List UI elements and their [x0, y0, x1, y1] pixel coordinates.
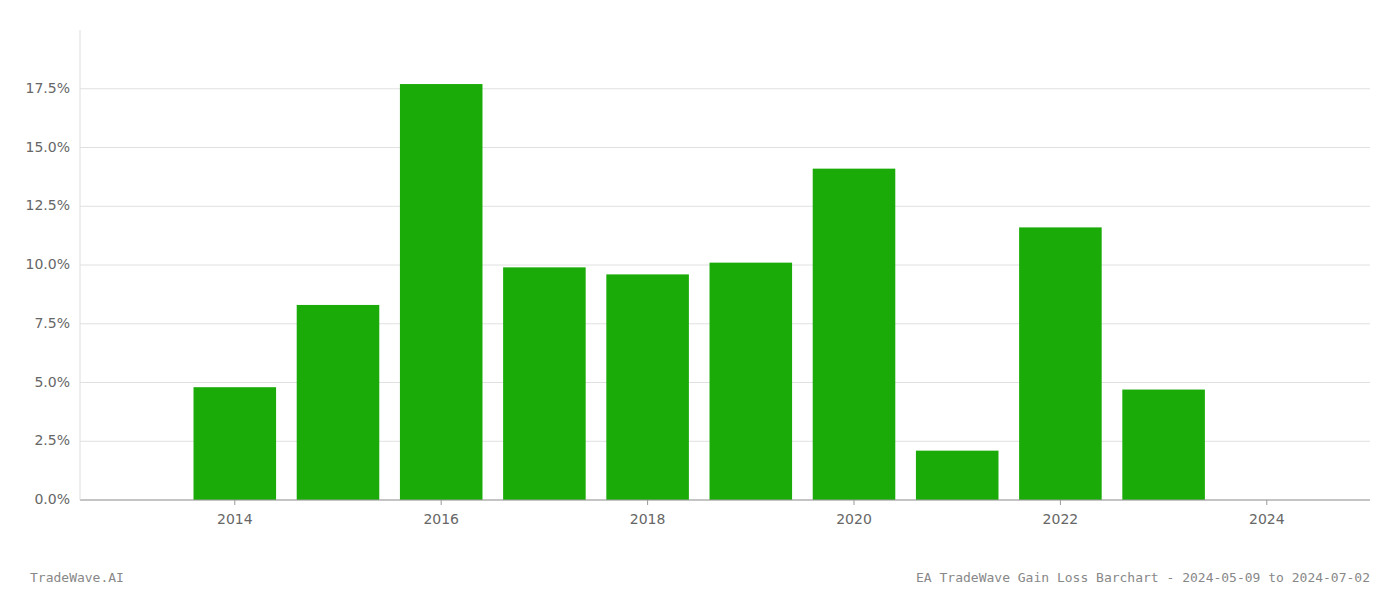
footer: TradeWave.AI EA TradeWave Gain Loss Barch…: [30, 570, 1370, 585]
grid-line: [80, 206, 1370, 207]
bars: [194, 84, 1205, 500]
x-tick-label: 2014: [217, 511, 253, 527]
bar: [194, 387, 277, 500]
x-tick: [1266, 500, 1267, 505]
x-tick-label: 2016: [423, 511, 459, 527]
footer-text: EA TradeWave Gain Loss Barchart - 2024-0…: [916, 570, 1370, 585]
chart-container: 0.0% 2.5% 5.0% 7.5% 10.0% 12.5% 15.0% 17.5% 2014…: [0, 0, 1400, 600]
bar: [813, 169, 896, 500]
bar: [400, 84, 483, 500]
x-tick: [854, 500, 855, 505]
x-tick: [441, 500, 442, 505]
bar: [606, 274, 689, 500]
y-tick-label: 2.5%: [34, 432, 70, 448]
y-grid: [80, 89, 1370, 500]
y-tick-label: 0.0%: [34, 491, 70, 507]
x-tick: [234, 500, 235, 505]
y-tick-label: 15.0%: [26, 139, 70, 155]
bar: [710, 263, 793, 500]
x-tick-label: 2024: [1249, 511, 1285, 527]
x-tick: [1060, 500, 1061, 505]
x-tick: [647, 500, 648, 505]
bar: [1019, 227, 1102, 500]
x-axis-line: [80, 500, 1370, 501]
y-tick-label: 10.0%: [26, 256, 70, 272]
y-tick-label: 5.0%: [34, 374, 70, 390]
footer-text: TradeWave.AI: [30, 570, 124, 585]
x-tick-label: 2018: [630, 511, 666, 527]
x-ticks: 2014 2016 2018 2020 2022 2024: [217, 500, 1285, 527]
chart-svg: 0.0% 2.5% 5.0% 7.5% 10.0% 12.5% 15.0% 17.5% 2014…: [0, 0, 1400, 600]
y-tick-label: 7.5%: [34, 315, 70, 331]
y-axis-line: [80, 30, 81, 500]
bar: [297, 305, 380, 500]
grid-line: [80, 88, 1370, 89]
y-tick-label: 12.5%: [26, 197, 70, 213]
bar: [503, 267, 586, 500]
grid-line: [80, 500, 1370, 501]
x-tick-label: 2022: [1043, 511, 1079, 527]
y-tick-labels: 0.0% 2.5% 5.0% 7.5% 10.0% 12.5% 15.0% 17.5%: [26, 80, 70, 507]
grid-line: [80, 147, 1370, 148]
bar: [1122, 390, 1205, 500]
y-tick-label: 17.5%: [26, 80, 70, 96]
bar: [916, 451, 999, 500]
background: [0, 0, 1400, 600]
x-tick-label: 2020: [836, 511, 872, 527]
